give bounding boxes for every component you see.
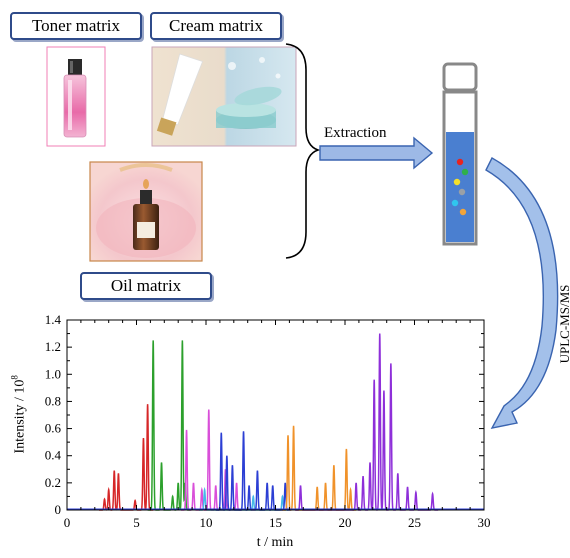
cream-tube-and-jar-photo — [151, 46, 297, 147]
y-tick-label: 0.2 — [45, 475, 61, 490]
extraction-arrow-icon — [319, 136, 434, 170]
x-axis-label-text: t / min — [256, 535, 294, 550]
y-axis-label-text: Intensity / 10 — [12, 379, 28, 454]
y-tick-label: 0 — [55, 502, 62, 517]
x-tick-label: 5 — [133, 515, 140, 530]
chromatogram-series-line — [294, 333, 439, 511]
chromatogram-series-line — [147, 340, 191, 511]
vial-analyte-dot — [459, 208, 467, 216]
vial-analyte-dot — [453, 178, 461, 186]
chromatogram-series-line — [98, 404, 154, 511]
y-tick-label: 1.4 — [45, 312, 62, 327]
extraction-vial-icon — [442, 62, 478, 246]
x-tick-label: 10 — [200, 515, 213, 530]
y-tick-label: 0.4 — [45, 448, 62, 463]
grouping-brace — [285, 43, 321, 259]
y-tick-label: 1.2 — [45, 339, 61, 354]
x-tick-label: 25 — [408, 515, 421, 530]
chromatogram-chart: 0 5 10 15 20 25 30 0 0.2 0.4 0.6 0.8 1.0 1.2 1.4 — [45, 312, 491, 530]
uplc-curved-arrow-icon — [485, 157, 559, 429]
x-axis-label: t / min — [225, 535, 325, 551]
y-axis-label: Intensity / 108 — [10, 339, 29, 489]
vial-analyte-dot — [458, 188, 466, 196]
toner-bottle-photo — [46, 46, 106, 147]
y-tick-label: 0.8 — [45, 393, 61, 408]
vial-analyte-dot — [451, 199, 459, 207]
oil-dropper-bottle-photo — [89, 161, 203, 262]
oil-matrix-label: Oil matrix — [80, 272, 212, 300]
uplc-label: UPLC-MS/MS — [557, 284, 570, 364]
x-tick-label: 0 — [64, 515, 71, 530]
y-tick-label: 1.0 — [45, 366, 61, 381]
cream-matrix-label: Cream matrix — [150, 12, 282, 40]
toner-matrix-label: Toner matrix — [10, 12, 142, 40]
chromatogram-series-line — [282, 425, 357, 511]
y-tick-label: 0.6 — [45, 421, 62, 436]
vial-analyte-dot — [461, 168, 469, 176]
x-tick-label: 30 — [478, 515, 491, 530]
y-axis-label-exponent: 8 — [9, 375, 20, 380]
extraction-label: Extraction — [324, 125, 387, 141]
plot-frame — [66, 319, 485, 511]
vial-analyte-dot — [456, 158, 464, 166]
x-tick-label: 15 — [269, 515, 282, 530]
x-tick-label: 20 — [339, 515, 352, 530]
